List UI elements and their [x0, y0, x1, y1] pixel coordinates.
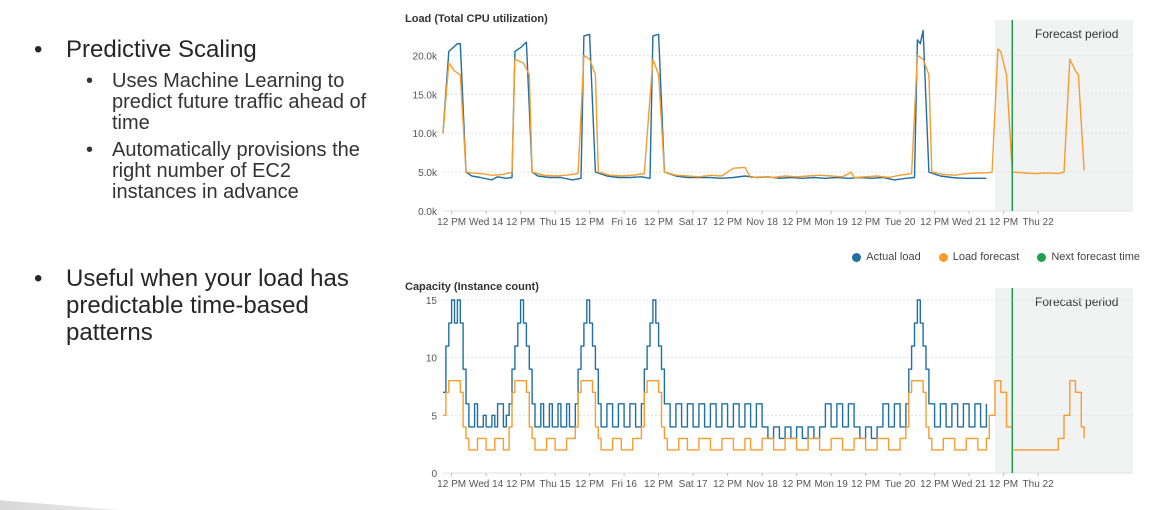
- load-series-actual-load: [442, 29, 987, 181]
- capacity-series-actual-load: [443, 299, 988, 440]
- load-x-tick-label: 12 PM: [989, 217, 1018, 228]
- legend-label-load-forecast: Load forecast: [952, 251, 1020, 263]
- bullet-predictive-scaling: Predictive Scaling: [30, 36, 380, 63]
- load-x-tick-label: 12 PM: [644, 217, 673, 228]
- slide-bullets: Predictive Scaling Uses Machine Learning…: [30, 36, 380, 354]
- load-y-tick-label: 20.0k: [413, 51, 438, 62]
- capacity-x-tick-label: Wed 21: [952, 479, 987, 490]
- chart-legend: Actual load Load forecast Next forecast …: [820, 250, 1140, 264]
- legend-label-actual-load: Actual load: [866, 251, 921, 263]
- sub-bullet-provisions-instances: Automatically provisions the right numbe…: [30, 140, 380, 203]
- capacity-forecast-period-label: Forecast period: [1035, 295, 1118, 309]
- capacity-chart-title: Capacity (Instance count): [405, 281, 539, 293]
- legend-item-actual-load: Actual load: [852, 250, 921, 264]
- capacity-forecast-period-region: [995, 288, 1133, 473]
- capacity-x-tick-label: Nov 18: [746, 479, 778, 490]
- legend-swatch-load-forecast: [938, 252, 948, 262]
- capacity-chart: Capacity (Instance count) Forecast period…: [405, 278, 1145, 493]
- load-x-tick-label: Sat 17: [679, 217, 708, 228]
- capacity-x-tick-label: Fri 16: [611, 479, 637, 490]
- capacity-x-tick-label: 12 PM: [713, 479, 742, 490]
- load-x-tick-label: Fri 16: [611, 217, 637, 228]
- legend-swatch-next-forecast-time: [1037, 252, 1047, 262]
- load-x-tick-label: 12 PM: [851, 217, 880, 228]
- load-x-tick-label: 12 PM: [782, 217, 811, 228]
- load-y-tick-label: 10.0k: [413, 129, 438, 140]
- load-x-tick-label: 12 PM: [713, 217, 742, 228]
- load-chart: Load (Total CPU utilization) Forecast per…: [405, 6, 1145, 231]
- legend-item-load-forecast: Load forecast: [938, 250, 1020, 264]
- capacity-x-tick-label: Thu 15: [540, 479, 572, 490]
- load-forecast-period-label: Forecast period: [1035, 27, 1118, 41]
- load-x-tick-label: Wed 14: [469, 217, 504, 228]
- load-chart-title: Load (Total CPU utilization): [405, 13, 548, 25]
- load-forecast-period-region: [995, 20, 1133, 211]
- capacity-x-tick-label: 12 PM: [989, 479, 1018, 490]
- load-x-tick-label: Mon 19: [814, 217, 848, 228]
- load-x-tick-label: 12 PM: [506, 217, 535, 228]
- load-x-tick-label: Thu 22: [1023, 217, 1055, 228]
- legend-label-next-forecast-time: Next forecast time: [1051, 251, 1140, 263]
- capacity-x-tick-label: 12 PM: [920, 479, 949, 490]
- capacity-series-load-forecast: [443, 380, 1085, 451]
- legend-item-next-forecast-time: Next forecast time: [1037, 250, 1140, 264]
- capacity-y-tick-label: 5: [431, 411, 437, 422]
- load-x-tick-label: Nov 18: [746, 217, 778, 228]
- legend-swatch-actual-load: [852, 252, 862, 262]
- capacity-x-tick-label: 12 PM: [506, 479, 535, 490]
- bullet-predictable-patterns: Useful when your load has predictable ti…: [30, 265, 380, 346]
- load-x-tick-label: Tue 20: [885, 217, 916, 228]
- capacity-x-tick-label: Thu 22: [1023, 479, 1055, 490]
- capacity-x-tick-label: 12 PM: [437, 479, 466, 490]
- capacity-y-tick-label: 0: [431, 469, 437, 480]
- load-x-tick-label: 12 PM: [437, 217, 466, 228]
- load-chart-svg: Load (Total CPU utilization) Forecast per…: [405, 13, 1133, 228]
- load-x-tick-label: 12 PM: [575, 217, 604, 228]
- capacity-x-tick-label: Tue 20: [885, 479, 916, 490]
- load-y-tick-label: 0.0k: [418, 207, 438, 218]
- sub-bullet-machine-learning: Uses Machine Learning to predict future …: [30, 71, 380, 134]
- load-y-tick-label: 5.0k: [418, 168, 438, 179]
- load-x-tick-label: Thu 15: [540, 217, 572, 228]
- load-x-tick-label: Wed 21: [952, 217, 987, 228]
- capacity-x-tick-label: 12 PM: [782, 479, 811, 490]
- capacity-y-tick-label: 15: [426, 296, 438, 307]
- load-series-load-forecast: [442, 48, 1085, 179]
- capacity-x-tick-label: Sat 17: [679, 479, 708, 490]
- capacity-x-tick-label: 12 PM: [644, 479, 673, 490]
- capacity-chart-svg: Capacity (Instance count) Forecast period…: [405, 281, 1133, 490]
- slide-corner-decoration: [0, 500, 120, 510]
- load-x-tick-label: 12 PM: [920, 217, 949, 228]
- load-y-tick-label: 15.0k: [413, 90, 438, 101]
- capacity-x-tick-label: 12 PM: [575, 479, 604, 490]
- capacity-x-tick-label: 12 PM: [851, 479, 880, 490]
- capacity-y-tick-label: 10: [426, 354, 438, 365]
- capacity-x-tick-label: Mon 19: [814, 479, 848, 490]
- capacity-x-tick-label: Wed 14: [469, 479, 504, 490]
